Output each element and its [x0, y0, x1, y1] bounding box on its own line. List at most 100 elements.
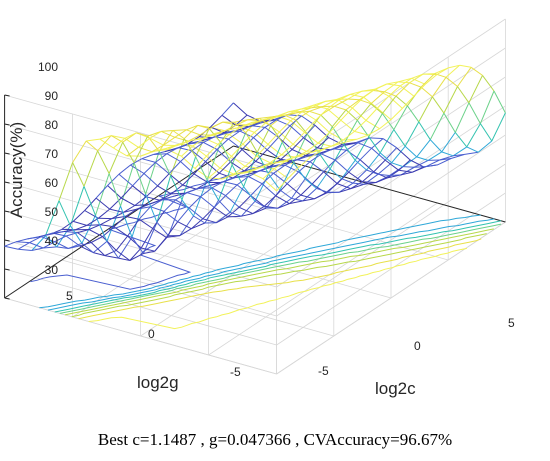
mesh-line — [371, 147, 386, 161]
mesh-line — [441, 132, 456, 153]
mesh-line — [120, 162, 135, 207]
mesh-line — [291, 197, 304, 202]
mesh-line — [279, 189, 292, 199]
mesh-line — [350, 181, 363, 190]
mesh-line — [99, 135, 112, 140]
mesh-line — [371, 138, 384, 149]
mesh-line — [300, 194, 315, 200]
mesh-line — [412, 166, 425, 173]
mesh-line — [109, 197, 122, 210]
mesh-line — [352, 107, 367, 121]
mesh-line — [248, 176, 263, 185]
mesh-line — [148, 199, 160, 205]
mesh-line — [123, 208, 138, 213]
mesh-line — [479, 123, 493, 142]
mesh-line — [58, 162, 74, 201]
mesh-line — [334, 159, 350, 173]
mesh-line — [275, 183, 288, 197]
mesh-line — [131, 236, 144, 254]
x-axis-label: log2c — [375, 379, 416, 398]
mesh-line — [4, 245, 19, 250]
mesh-line — [213, 206, 229, 218]
mesh-line — [256, 143, 269, 157]
mesh-line — [329, 119, 342, 133]
mesh-line — [379, 119, 392, 130]
mesh-line — [143, 250, 155, 254]
mesh-line — [193, 179, 208, 217]
z-tick — [4, 297, 10, 300]
y-axis-label: log2g — [137, 373, 179, 392]
mesh-line — [236, 184, 252, 196]
mesh-line — [166, 153, 181, 162]
mesh-line — [167, 143, 180, 150]
mesh-line — [365, 107, 378, 121]
mesh-line — [348, 171, 363, 183]
mesh-line — [130, 158, 143, 166]
mesh-line — [236, 119, 249, 126]
mesh-line — [232, 170, 245, 179]
mesh-line — [275, 114, 287, 118]
mesh-line — [221, 102, 234, 116]
mesh-line — [431, 96, 445, 114]
mesh-line — [409, 82, 422, 88]
mesh-line — [178, 147, 193, 152]
mesh-line — [253, 127, 266, 138]
mesh-line — [235, 114, 248, 126]
mesh-line — [242, 132, 255, 145]
mesh-line — [391, 162, 404, 168]
mesh-line — [120, 197, 136, 206]
mesh-line — [182, 173, 195, 186]
z-tick — [4, 181, 10, 184]
mesh-line — [216, 211, 231, 224]
mesh-line — [118, 173, 133, 187]
mesh-line — [149, 130, 162, 139]
x-tick-label: 5 — [508, 316, 515, 330]
mesh-line — [225, 184, 238, 196]
mesh-line — [281, 119, 297, 143]
mesh-line — [292, 143, 307, 152]
mesh-line — [416, 139, 431, 158]
mesh-line — [249, 166, 262, 173]
mesh-line — [263, 195, 277, 207]
mesh-line — [341, 178, 354, 184]
mesh-line — [132, 185, 147, 198]
mesh-line — [15, 241, 30, 244]
mesh-line — [115, 249, 131, 261]
mesh-line — [377, 162, 392, 175]
z-tick — [4, 210, 10, 213]
mesh-line — [278, 125, 291, 138]
mesh-line — [40, 236, 55, 243]
mesh-line — [129, 247, 142, 261]
mesh-line — [409, 159, 425, 168]
mesh-line — [441, 151, 454, 157]
mesh-line — [316, 187, 329, 193]
mesh-line — [284, 114, 296, 121]
mesh-line — [453, 153, 465, 157]
mesh-line — [155, 153, 168, 163]
mesh-line — [300, 107, 312, 110]
mesh-line — [166, 147, 179, 155]
contour-line — [78, 238, 482, 320]
mesh-line — [229, 186, 245, 213]
mesh-line — [193, 215, 206, 224]
mesh-line — [443, 112, 456, 133]
mesh-line — [31, 247, 44, 251]
mesh-line — [153, 151, 165, 155]
contour-line — [54, 220, 502, 313]
mesh-line — [143, 162, 156, 174]
mesh-line — [180, 161, 195, 175]
mesh-line — [339, 182, 354, 193]
mesh-line — [243, 186, 256, 202]
mesh-line — [235, 171, 248, 175]
mesh-line — [29, 236, 42, 244]
mesh-line — [416, 156, 429, 161]
mesh-line — [277, 111, 289, 117]
mesh-line — [302, 188, 317, 202]
mesh-line — [107, 185, 122, 199]
mesh-line — [387, 169, 400, 179]
mesh-line — [314, 192, 327, 200]
mesh-line — [336, 171, 350, 184]
mesh-line — [125, 215, 140, 220]
mesh-line — [333, 141, 346, 146]
mesh-line — [287, 114, 302, 117]
